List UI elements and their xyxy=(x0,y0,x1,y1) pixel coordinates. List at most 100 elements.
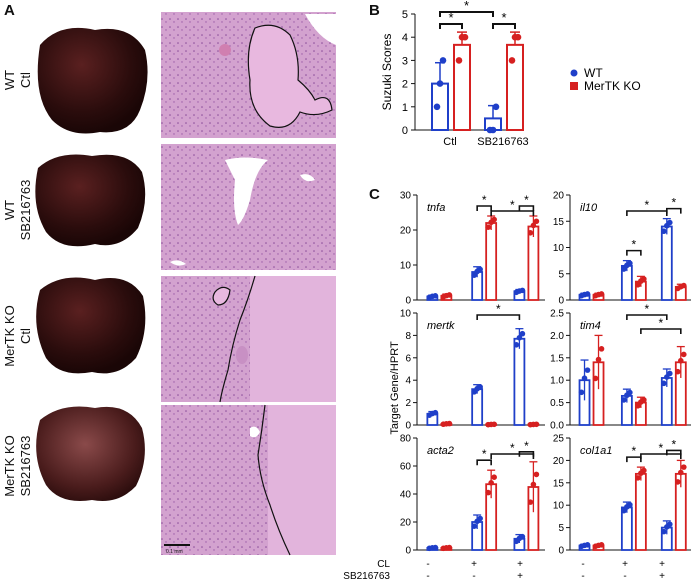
tim4-gene-label: tim4 xyxy=(580,320,601,332)
b-point xyxy=(489,126,497,134)
col1a1-sig-star: * xyxy=(632,444,637,458)
il10-sig xyxy=(626,210,668,216)
acta2-point xyxy=(471,523,477,529)
col1a1-point xyxy=(598,542,605,548)
mertk-ytick-label: 8 xyxy=(405,331,411,342)
tim4-ytick-label: 1.0 xyxy=(550,376,564,387)
mertk-ytick-label: 10 xyxy=(400,309,412,320)
il10-point xyxy=(627,260,633,267)
mertk-gene-label: mertk xyxy=(427,320,455,332)
il10-point xyxy=(584,291,591,297)
acta2-sig xyxy=(476,459,492,466)
acta2-ytick-label: 0 xyxy=(405,546,411,557)
mertk-point xyxy=(519,330,526,337)
tnfa-ytick-label: 0 xyxy=(405,296,411,307)
b-point xyxy=(433,103,441,111)
tim4-point xyxy=(675,368,681,375)
scalebar-label: 0.1 mm xyxy=(166,549,183,555)
mertk-point xyxy=(432,409,439,416)
col1a1-sig xyxy=(666,449,682,456)
b-point xyxy=(439,57,447,64)
col1a1-point xyxy=(661,528,667,535)
b-sig-sb xyxy=(492,23,516,29)
legend-ko-label: MerTK KO xyxy=(584,79,641,93)
col1a1-ytick-label: 20 xyxy=(553,456,565,467)
tnfa-ytick-label: 10 xyxy=(400,261,412,272)
tnfa-point xyxy=(491,216,497,223)
tim4-point xyxy=(578,389,585,396)
b-point xyxy=(514,33,522,41)
liver-ko-ctl xyxy=(36,277,146,374)
tnfa-sig xyxy=(476,205,492,211)
acta2-point xyxy=(488,480,494,486)
b-sig-sb-star: * xyxy=(501,10,506,25)
tnfa-point xyxy=(485,224,491,230)
sb-sign: + xyxy=(659,571,665,581)
col1a1-sig-star: * xyxy=(658,441,663,455)
b-bar xyxy=(506,43,524,131)
tnfa-point xyxy=(477,266,483,273)
col1a1-point xyxy=(667,521,673,528)
tim4-point xyxy=(641,397,647,403)
mertk-ytick-label: 0 xyxy=(405,421,411,432)
mertk-ytick-label: 6 xyxy=(405,353,411,364)
mertk-point xyxy=(516,334,523,341)
col1a1-ytick-label: 25 xyxy=(553,434,565,445)
tim4-point xyxy=(635,403,641,409)
sb-sign: - xyxy=(472,571,475,581)
mertk-point xyxy=(446,420,453,427)
tim4-point xyxy=(584,367,591,373)
b-xtick-label: Ctl xyxy=(443,136,456,148)
il10-ytick-label: 15 xyxy=(553,217,565,228)
acta2-sig-star: * xyxy=(482,447,487,461)
il10-sig-star: * xyxy=(632,238,637,252)
col1a1-gene-label: col1a1 xyxy=(580,445,612,457)
acta2-ytick-label: 60 xyxy=(400,462,412,473)
tnfa-bar xyxy=(485,222,498,301)
il10-sig-star: * xyxy=(644,198,649,212)
mertk-point xyxy=(513,342,520,348)
legend-wt-label: WT xyxy=(584,66,603,80)
acta2-point xyxy=(446,544,453,551)
il10-point xyxy=(598,291,605,297)
tnfa-bar xyxy=(527,225,540,301)
cl-sign: + xyxy=(659,559,665,570)
acta2-ytick-label: 80 xyxy=(400,434,412,445)
b-point xyxy=(508,57,516,64)
col1a1-sig-star: * xyxy=(671,437,676,451)
col1a1-point xyxy=(627,501,633,508)
tim4-sig xyxy=(640,328,682,334)
tnfa-sig-star: * xyxy=(482,193,487,207)
tnfa-sig xyxy=(490,210,535,216)
c-ylabel: Target Gene/HPRT xyxy=(389,341,401,435)
b-ytick-label: 4 xyxy=(402,32,408,44)
legend-wt-marker xyxy=(570,69,578,77)
tim4-point xyxy=(595,356,602,363)
col1a1-bar xyxy=(620,506,633,551)
panel-b-letter: B xyxy=(369,2,380,19)
mertk-point xyxy=(533,421,540,428)
tnfa-sig xyxy=(518,205,535,211)
mertk-ytick-label: 4 xyxy=(405,376,411,387)
tim4-point xyxy=(598,346,605,352)
col1a1-point xyxy=(675,479,681,485)
il10-ytick-label: 10 xyxy=(553,243,565,254)
col1a1-point xyxy=(621,507,627,514)
b-point xyxy=(492,103,500,111)
tnfa-sig-star: * xyxy=(524,193,529,207)
tnfa-gene-label: tnfa xyxy=(427,202,445,214)
sb-sign: + xyxy=(517,571,523,581)
tim4-point xyxy=(678,357,684,364)
col1a1-point xyxy=(584,542,591,548)
il10-ytick-label: 20 xyxy=(553,191,565,202)
tnfa-ytick-label: 20 xyxy=(400,226,412,237)
acta2-sig xyxy=(490,453,535,459)
tnfa-point xyxy=(446,292,453,298)
mertk-bar xyxy=(513,337,526,426)
tim4-sig xyxy=(626,314,668,320)
il10-point xyxy=(641,276,647,282)
sb-sign: - xyxy=(623,571,626,581)
mertk-sig xyxy=(476,314,521,320)
